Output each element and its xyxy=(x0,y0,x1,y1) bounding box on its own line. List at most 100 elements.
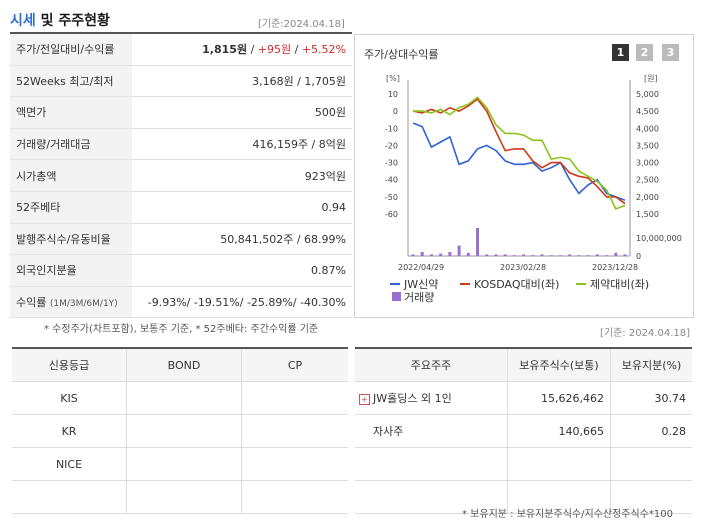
y-tick-label-right: 3,000 xyxy=(636,159,659,168)
table-row: 외국인지분율 0.87% xyxy=(10,254,352,287)
y-tick-label-right: 4,500 xyxy=(636,107,659,116)
table-row xyxy=(355,447,692,481)
y-tick-label-left: -30 xyxy=(385,159,398,168)
volume-bar xyxy=(540,254,544,256)
holders-reference-date: [기준: 2024.04.18] xyxy=(600,328,691,339)
y-tick-label-left: -60 xyxy=(385,210,398,219)
series-line-1 xyxy=(412,122,626,202)
col-header: BOND xyxy=(126,348,242,382)
cp-rating xyxy=(241,480,348,514)
agency-name xyxy=(12,480,127,514)
col-header: 신용등급 xyxy=(12,348,127,382)
holder-shares xyxy=(507,447,611,481)
row-value: 50,841,502주 / 68.99% xyxy=(132,223,352,256)
holder-name xyxy=(355,480,508,514)
price-chart: [%] [원] 10 0 -10 -20 -30 -40 -50 -60 5,000 4,500 4,0… xyxy=(385,74,682,304)
holder-name: 자사주 xyxy=(355,414,508,448)
volume-bar xyxy=(429,254,433,256)
y-tick-label-left: -10 xyxy=(385,124,398,133)
chart-title: 주가/상대수익률 xyxy=(364,48,439,61)
volume-bar xyxy=(448,252,452,256)
table-row: KIS xyxy=(12,381,348,415)
y-tick-label-right: 5,000 xyxy=(636,90,659,99)
volume-bar xyxy=(411,254,415,256)
holder-name xyxy=(355,447,508,481)
series-line-2 xyxy=(412,97,626,205)
series-line-3 xyxy=(413,96,626,210)
holder-name: JW홀딩스 외 1인 xyxy=(373,392,452,405)
volume-bar xyxy=(558,255,562,256)
row-key: 거래량/거래대금 xyxy=(10,128,132,161)
x-tick-label: 2022/04/29 xyxy=(398,263,444,272)
volume-bar xyxy=(503,254,507,256)
volume-bar xyxy=(605,255,609,256)
table-row: 액면가 500원 xyxy=(10,96,352,129)
price-change-pct: +5.52% xyxy=(301,43,346,57)
table-header: 주요주주 보유주식수(보통) 보유지분(%) xyxy=(355,348,692,382)
period-button-2[interactable]: 2 xyxy=(636,44,653,61)
table-row: KR xyxy=(12,414,348,448)
return-label: 수익률 xyxy=(16,296,47,310)
volume-bar xyxy=(549,255,553,256)
price-change: +95원 xyxy=(257,43,292,57)
row-key: 수익률 (1M/3M/6M/1Y) xyxy=(10,286,132,319)
footnote-basis: * 수정주가(차트포함), 보통주 기준, * 52주베타: 주간수익률 기준 xyxy=(44,324,319,335)
y-tick-label-left: -50 xyxy=(385,193,398,202)
row-value: 923억원 xyxy=(132,159,352,192)
volume-bar xyxy=(614,252,618,256)
volume-bar xyxy=(577,255,581,256)
bond-rating xyxy=(126,414,242,448)
legend-swatch xyxy=(392,292,401,301)
row-value: 500원 xyxy=(132,96,352,129)
y-tick-label-left: -20 xyxy=(385,141,398,150)
expand-plus-icon[interactable]: + xyxy=(359,393,370,405)
volume-bar xyxy=(568,254,572,256)
period-button-1[interactable]: 1 xyxy=(612,44,629,61)
row-value: 1,815원 / +95원 / +5.52% xyxy=(132,34,352,66)
table-row: + JW홀딩스 외 1인 15,626,462 30.74 xyxy=(355,381,692,415)
legend-label: 제약대비(좌) xyxy=(590,277,649,291)
table-row xyxy=(12,480,348,514)
cp-rating xyxy=(241,381,348,415)
y-tick-label-left: -40 xyxy=(385,176,398,185)
table-row: 주가/전일대비/수익률 1,815원 / +95원 / +5.52% xyxy=(10,34,352,66)
x-tick-label: 2023/02/28 xyxy=(500,263,546,272)
agency-name: KR xyxy=(12,414,127,448)
row-key: 시가총액 xyxy=(10,159,132,192)
holder-pct xyxy=(610,447,692,481)
volume-bar xyxy=(457,245,461,256)
row-key: 52Weeks 최고/최저 xyxy=(10,65,132,98)
table-row: 시가총액 923억원 xyxy=(10,159,352,192)
holder-pct: 30.74 xyxy=(610,381,692,415)
holder-pct: 0.28 xyxy=(610,414,692,448)
right-unit-label: [원] xyxy=(644,74,658,83)
title-accent: 시세 xyxy=(10,13,36,29)
reference-date: [기준:2024.04.18] xyxy=(258,19,345,30)
current-price: 1,815원 xyxy=(202,43,248,57)
table-row: 52주베타 0.94 xyxy=(10,191,352,224)
volume-bar xyxy=(531,255,535,256)
return-periods: (1M/3M/6M/1Y) xyxy=(49,299,118,310)
title-rest: 및 주주현황 xyxy=(40,13,110,29)
y-tick-label-right: 1,500 xyxy=(636,210,659,219)
y-tick-label-left: 0 xyxy=(393,107,398,116)
volume-tick-label: 10,000,000 xyxy=(636,234,682,243)
table-row: 수익률 (1M/3M/6M/1Y) -9.93%/ -19.51%/ -25.8… xyxy=(10,286,352,319)
volume-bar xyxy=(476,228,480,256)
row-value: 0.94 xyxy=(132,191,352,224)
legend-label: KOSDAQ대비(좌) xyxy=(474,278,559,291)
row-key: 외국인지분율 xyxy=(10,254,132,287)
x-tick-label: 2023/12/28 xyxy=(592,263,638,272)
period-button-3[interactable]: 3 xyxy=(662,44,679,61)
volume-bar xyxy=(439,253,443,256)
holder-shares: 15,626,462 xyxy=(507,381,611,415)
table-row: 거래량/거래대금 416,159주 / 8억원 xyxy=(10,128,352,161)
cp-rating xyxy=(241,414,348,448)
row-key: 액면가 xyxy=(10,96,132,129)
bond-rating xyxy=(126,381,242,415)
y-tick-label-right: 4,000 xyxy=(636,124,659,133)
col-header: 주요주주 xyxy=(355,348,508,382)
row-key: 발행주식수/유동비율 xyxy=(10,223,132,256)
legend-label: 거래량 xyxy=(404,291,434,304)
volume-bar xyxy=(595,254,599,256)
